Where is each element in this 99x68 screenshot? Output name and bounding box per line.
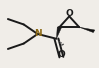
Text: O: O [58,50,65,59]
Text: O: O [65,9,73,18]
Polygon shape [56,27,62,39]
Polygon shape [79,27,95,33]
Text: N: N [34,30,41,38]
